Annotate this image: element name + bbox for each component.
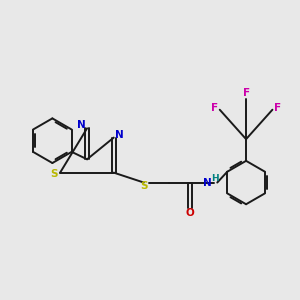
Text: S: S bbox=[140, 181, 148, 191]
Text: F: F bbox=[274, 103, 281, 113]
Text: H: H bbox=[211, 174, 219, 183]
Text: N: N bbox=[115, 130, 124, 140]
Text: O: O bbox=[186, 208, 195, 218]
Text: F: F bbox=[211, 103, 218, 113]
Text: N: N bbox=[203, 178, 212, 188]
Text: S: S bbox=[50, 169, 58, 179]
Text: N: N bbox=[77, 120, 86, 130]
Text: F: F bbox=[242, 88, 250, 98]
